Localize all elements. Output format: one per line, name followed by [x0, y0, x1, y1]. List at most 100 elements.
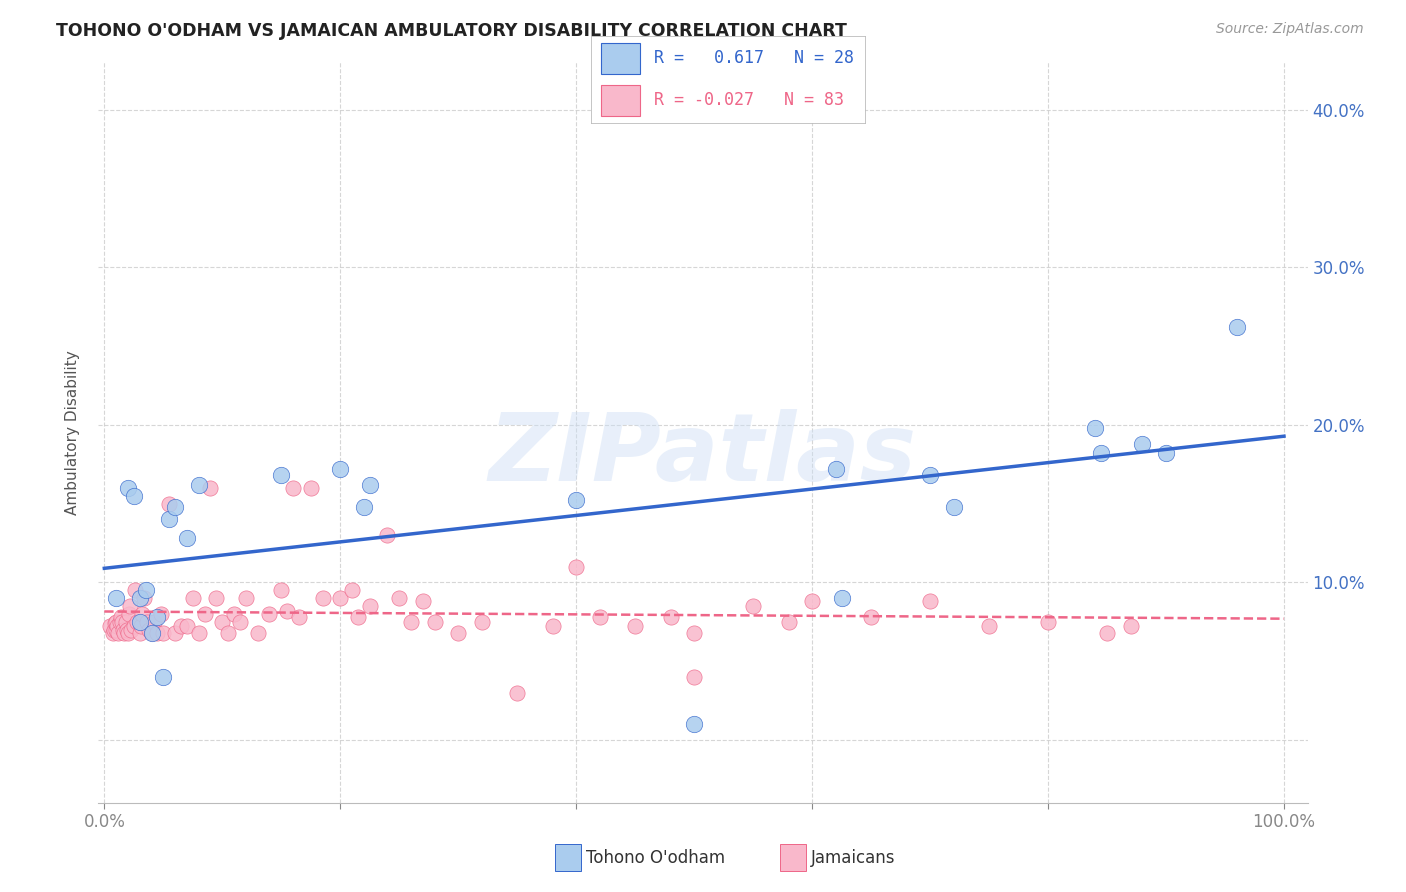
FancyBboxPatch shape: [602, 85, 640, 116]
Point: [118, 607, 141, 621]
Point: [105, 623, 128, 637]
Point: [412, 594, 434, 608]
Point: [942, 500, 965, 514]
Point: [152, 625, 174, 640]
Point: [270, 583, 292, 598]
Text: Source: ZipAtlas.com: Source: ZipAtlas.com: [1216, 22, 1364, 37]
Point: [742, 599, 765, 613]
Point: [276, 604, 298, 618]
Point: [683, 625, 706, 640]
Point: [101, 625, 124, 640]
Point: [187, 625, 209, 640]
Point: [131, 607, 153, 621]
Point: [1095, 625, 1118, 640]
Point: [778, 615, 800, 629]
Point: [200, 481, 222, 495]
Point: [170, 619, 193, 633]
Point: [114, 615, 136, 629]
Y-axis label: Ambulatory Disability: Ambulatory Disability: [65, 351, 80, 515]
Point: [399, 615, 422, 629]
Point: [683, 717, 706, 731]
Point: [165, 500, 187, 514]
Point: [329, 462, 352, 476]
Point: [683, 670, 706, 684]
Point: [388, 591, 411, 605]
Point: [447, 625, 470, 640]
Text: R =   0.617   N = 28: R = 0.617 N = 28: [654, 49, 853, 68]
Point: [1090, 446, 1112, 460]
Point: [149, 607, 172, 621]
Point: [120, 623, 142, 637]
Point: [229, 615, 252, 629]
Point: [217, 625, 239, 640]
Point: [831, 591, 853, 605]
Point: [157, 496, 180, 510]
Point: [288, 610, 311, 624]
Point: [135, 583, 157, 598]
Point: [281, 481, 304, 495]
Point: [565, 559, 588, 574]
Point: [246, 625, 269, 640]
Point: [112, 623, 135, 637]
Point: [801, 594, 824, 608]
Point: [122, 489, 145, 503]
Point: [423, 615, 446, 629]
Point: [329, 591, 352, 605]
Point: [211, 615, 233, 629]
Point: [377, 528, 399, 542]
Point: [359, 599, 381, 613]
Point: [111, 615, 134, 629]
Point: [105, 591, 128, 605]
Point: [589, 610, 612, 624]
Point: [1226, 320, 1249, 334]
Point: [353, 500, 375, 514]
Point: [117, 481, 139, 495]
Point: [471, 615, 494, 629]
Point: [1036, 615, 1059, 629]
Point: [235, 591, 257, 605]
Point: [110, 610, 132, 624]
Point: [187, 477, 209, 491]
Text: Jamaicans: Jamaicans: [811, 849, 896, 867]
Point: [152, 670, 174, 684]
Point: [194, 607, 217, 621]
Point: [270, 468, 292, 483]
Point: [1084, 421, 1107, 435]
Point: [127, 615, 149, 629]
Point: [122, 619, 145, 633]
Point: [624, 619, 647, 633]
Point: [311, 591, 333, 605]
FancyBboxPatch shape: [602, 43, 640, 74]
Point: [347, 610, 370, 624]
Point: [103, 623, 125, 637]
Point: [112, 625, 135, 640]
Point: [205, 591, 228, 605]
Point: [142, 615, 165, 629]
Point: [176, 531, 198, 545]
Point: [181, 591, 204, 605]
Text: Tohono O'odham: Tohono O'odham: [586, 849, 725, 867]
Text: TOHONO O'ODHAM VS JAMAICAN AMBULATORY DISABILITY CORRELATION CHART: TOHONO O'ODHAM VS JAMAICAN AMBULATORY DI…: [56, 22, 846, 40]
Point: [134, 591, 156, 605]
Point: [105, 619, 128, 633]
Text: R = -0.027   N = 83: R = -0.027 N = 83: [654, 91, 844, 110]
Point: [165, 625, 187, 640]
Point: [1119, 619, 1142, 633]
Point: [128, 625, 150, 640]
Point: [124, 583, 146, 598]
Point: [115, 623, 138, 637]
Point: [107, 625, 129, 640]
Point: [135, 615, 157, 629]
Point: [128, 591, 150, 605]
Point: [659, 610, 682, 624]
Point: [120, 599, 142, 613]
Point: [506, 685, 529, 699]
Point: [920, 468, 942, 483]
Point: [176, 619, 198, 633]
Point: [860, 610, 883, 624]
Point: [138, 623, 160, 637]
Point: [104, 616, 127, 631]
Point: [920, 594, 942, 608]
Point: [222, 607, 245, 621]
Point: [129, 619, 152, 633]
